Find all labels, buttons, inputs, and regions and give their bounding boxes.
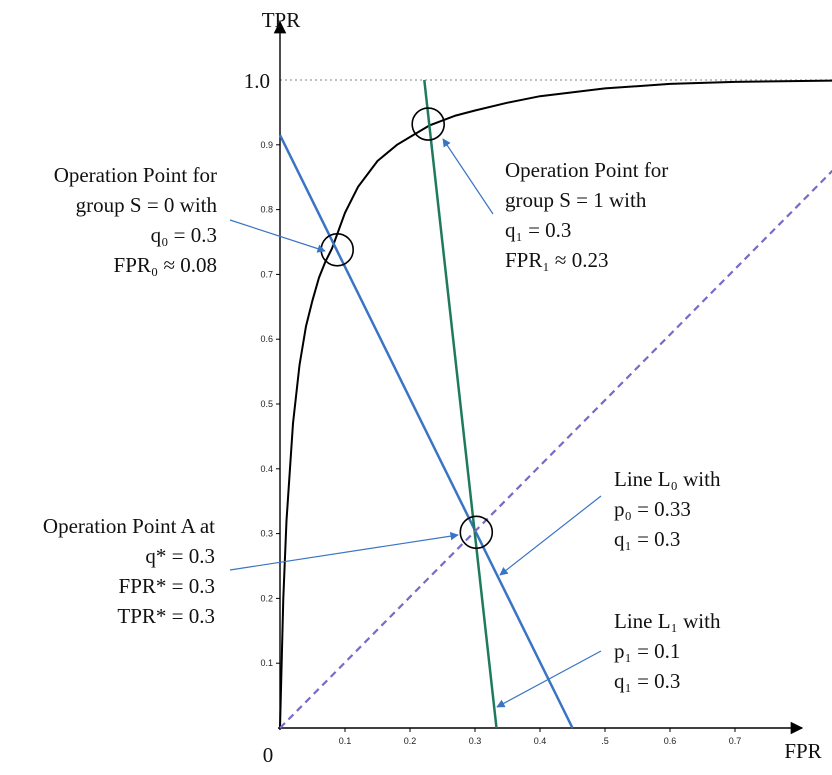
annotation-s0-line: q₀ = 0.3 [151,223,217,247]
arrow-l1 [496,650,602,708]
origin-label: 0 [263,743,274,767]
annotation-s1-line: q₁ = 0.3 [505,218,571,242]
annotation-s1-line: Operation Point for [505,158,668,182]
annotation-l1-line: q₁ = 0.3 [614,669,680,693]
annotation-a-line: FPR* = 0.3 [119,574,215,598]
annotation-s0: Operation Point for group S = 0 with q₀ = … [54,163,218,277]
y-tick-label: 0.9 [260,140,273,150]
annotation-s1: Operation Point for group S = 1 with q₁ = … [505,158,668,272]
x-tick-label: 0.4 [534,736,547,746]
y-tick-label: 0.4 [260,464,273,474]
diagonal [279,169,832,729]
annotation-l0-line: p₀ = 0.33 [614,497,691,521]
y-tick-label: 0.7 [260,269,273,279]
annotation-a: Operation Point A at q* = 0.3 FPR* = 0.3 TP… [43,514,215,628]
arrow-s1 [442,138,494,215]
y-axis-title: TPR [262,8,301,32]
annotation-a-line: Operation Point A at [43,514,215,538]
operation-point-A-circle [459,515,494,550]
x-tick-label: 0.7 [729,736,742,746]
y-tick-label: 0.6 [260,334,273,344]
x-axis-title: FPR [784,739,821,763]
x-tick-label: 0.1 [339,736,352,746]
arrow-a [229,531,459,571]
y-tick-label: 0.3 [260,529,273,539]
x-tick-label: 0.6 [664,736,677,746]
annotation-s0-line: Operation Point for [54,163,217,187]
y-tick-label: 0.8 [260,205,273,215]
operation-point-S1-circle [411,107,446,141]
y-tick-label: 0.5 [260,399,273,409]
line-L1 [423,79,498,729]
annotation-l1-line: p₁ = 0.1 [614,639,680,663]
tpr-one-label: 1.0 [244,69,270,93]
annotation-l1: Line L₁ with p₁ = 0.1 q₁ = 0.3 [614,609,721,693]
y-tick-label: 0.2 [260,593,273,603]
annotation-a-line: q* = 0.3 [145,544,215,568]
annotation-a-line: TPR* = 0.3 [117,604,215,628]
annotation-l0-line: q₁ = 0.3 [614,527,680,551]
arrow-l0 [499,495,602,576]
annotation-s0-line: FPR₀ ≈ 0.08 [114,253,217,277]
x-tick-label: 0.2 [404,736,417,746]
x-tick-label: .5 [601,736,609,746]
line-L0 [278,134,574,729]
x-tick-label: 0.3 [469,736,482,746]
annotation-l0: Line L₀ with p₀ = 0.33 q₁ = 0.3 [614,467,721,551]
annotation-s1-line: FPR₁ ≈ 0.23 [505,248,608,272]
annotation-l0-line: Line L₀ with [614,467,721,491]
annotation-s0-line: group S = 0 with [76,193,218,217]
annotation-s1-line: group S = 1 with [505,188,647,212]
roc-curve [279,79,832,729]
y-tick-label: 0.1 [260,658,273,668]
annotation-l1-line: Line L₁ with [614,609,721,633]
arrow-s0 [229,219,326,253]
